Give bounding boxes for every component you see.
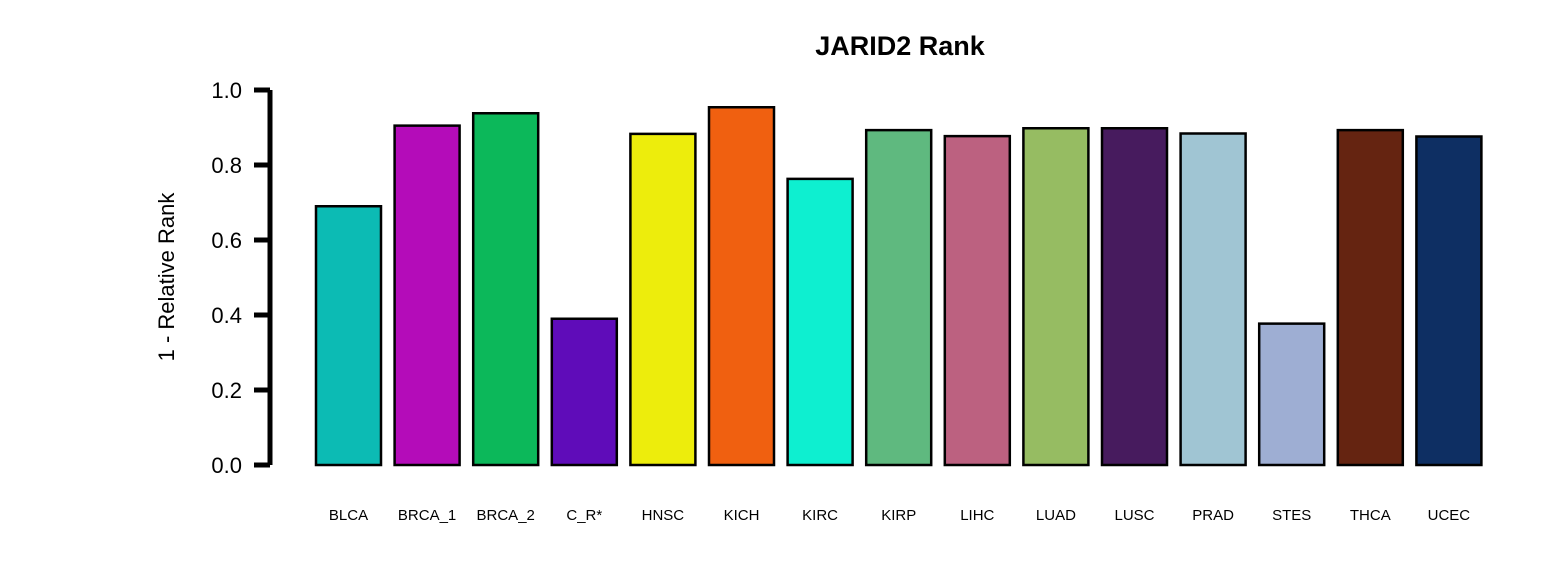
x-tick-label: PRAD [1192, 507, 1234, 524]
bar-lusc [1100, 127, 1169, 467]
bar-brca-2 [471, 112, 540, 467]
y-tick-label: 0.2 [211, 378, 242, 403]
y-tick-label: 0.0 [211, 453, 242, 478]
x-tick-label: KIRP [881, 507, 916, 524]
bars-group [314, 106, 1483, 467]
y-tick-label: 0.6 [211, 228, 242, 253]
x-tick-label: KIRC [802, 507, 838, 524]
y-axis-label: 1 - Relative Rank [154, 192, 179, 362]
bar-luad [1022, 127, 1090, 467]
x-tick-label: KICH [724, 507, 760, 524]
bar-brca-1 [393, 124, 461, 467]
bar-lihc [943, 134, 1012, 467]
x-tick-label: BRCA_1 [398, 507, 456, 524]
y-axis: 0.0 0.2 0.4 0.6 0.8 1.0 [211, 78, 273, 478]
x-tick-label: THCA [1350, 507, 1391, 524]
bar-stes [1257, 322, 1326, 467]
y-tick-label: 1.0 [211, 78, 242, 103]
x-tick-label: UCEC [1428, 507, 1471, 524]
x-tick-label: C_R* [566, 507, 602, 524]
x-tick-label: HNSC [642, 507, 685, 524]
x-tick-label: BRCA_2 [477, 507, 535, 524]
x-tick-label: LUSC [1114, 507, 1154, 524]
bar-kirc [786, 177, 854, 467]
bar-kich [707, 106, 776, 467]
x-tick-label: LUAD [1036, 507, 1076, 524]
x-axis-labels: BLCA BRCA_1 BRCA_2 C_R* HNSC KICH KIRC KIRP LIHC… [329, 507, 1470, 524]
bar-hnsc [629, 132, 697, 467]
y-tick-label: 0.8 [211, 153, 242, 178]
x-tick-label: BLCA [329, 507, 368, 524]
x-tick-label: LIHC [960, 507, 994, 524]
chart-title: JARID2 Rank [815, 31, 986, 61]
bar-blca [314, 205, 383, 467]
bar-thca [1336, 128, 1405, 467]
x-tick-label: STES [1272, 507, 1311, 524]
bar-kirp [864, 128, 933, 467]
y-tick-label: 0.4 [211, 303, 242, 328]
bar-prad [1179, 132, 1247, 467]
bar-ucec [1415, 135, 1483, 467]
bar-c-r [550, 317, 619, 467]
